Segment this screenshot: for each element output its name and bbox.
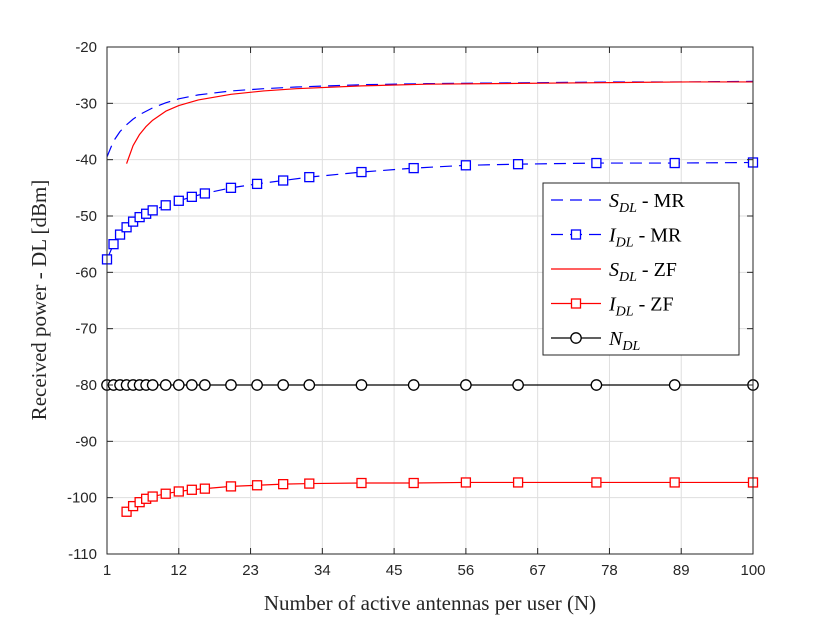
series-line [126,81,753,164]
data-point-square [278,478,289,490]
series-4 [101,379,759,391]
y-tick-label: -60 [75,264,97,281]
x-tick-label: 89 [673,562,690,579]
data-point-square [356,166,367,178]
data-point-square [356,477,367,489]
data-point-square [173,195,184,206]
legend: SDL - MR IDL - MR SDL - ZF IDL - ZF NDL [542,182,740,356]
data-point-square [225,182,237,193]
y-axis-label: Received power - DL [dBm] [27,180,51,421]
data-point-square [251,480,263,491]
data-point-square [160,488,171,499]
data-point-square [460,160,472,171]
data-point-square [408,477,419,489]
data-point-circle [460,379,472,391]
data-point-square [114,229,126,240]
x-tick-label: 45 [386,562,403,579]
x-tick-label: 56 [458,562,475,579]
data-point-circle [355,379,368,391]
data-point-circle [172,379,185,391]
y-tick-label: -40 [75,152,97,169]
x-tick-label: 67 [529,562,546,579]
data-point-square [121,506,132,517]
legend-box [542,182,740,356]
data-point-circle [668,379,681,391]
data-point-circle [159,379,172,391]
y-axis-label-text: Received power - DL [dBm] [27,180,51,421]
series-2 [126,81,753,164]
x-tick-label: 12 [170,562,187,579]
data-point-circle [185,379,198,391]
data-point-square [225,481,237,492]
data-point-square [669,157,680,169]
data-point-square [460,477,472,488]
data-point-circle [199,379,211,391]
x-tick-label: 34 [314,562,331,579]
data-point-square [108,239,119,250]
x-tick-label: 100 [740,562,765,579]
legend-label: NDL [608,328,640,354]
legend-label: IDL - ZF [608,294,674,320]
y-tick-label: -100 [67,490,97,507]
data-point-square [570,298,582,309]
series-1 [101,157,759,265]
y-tick-label: -20 [75,39,97,56]
axes: 1 12 23 34 45 56 67 78 89 100 -110 -100 -90 -80 -70 -60… [67,39,766,579]
data-point-square [304,478,315,489]
data-point-square [278,175,289,186]
y-tick-label: -90 [75,433,97,450]
legend-label: SDL - MR [609,190,685,216]
data-point-circle [512,379,524,391]
x-axis-label: Number of active antennas per user (N) [264,591,596,615]
data-point-square [147,205,158,216]
x-tick-label: 78 [601,562,618,579]
y-tick-label: -110 [68,546,97,563]
data-point-square [186,484,197,495]
data-point-square [147,491,158,502]
data-point-square [173,486,184,497]
data-point-square [251,178,263,190]
plot-frame [106,46,754,555]
data-point-square [512,159,524,170]
data-point-square [160,200,171,211]
y-tick-label: -30 [75,95,97,112]
data-point-circle [225,379,237,391]
x-tick-label: 23 [242,562,259,579]
data-point-square [591,157,602,169]
data-point-square [121,222,132,233]
y-tick-label: -80 [75,377,97,394]
data-point-square [199,188,211,199]
data-point-circle [251,379,263,391]
data-point-square [408,162,419,174]
x-axis-label-text: Number of active antennas per user (N) [264,591,596,615]
data-point-square [669,477,680,488]
data-point-square [199,483,211,494]
legend-entry: IDL - MR [551,225,682,251]
data-point-square [186,191,197,202]
legend-entry: IDL - ZF [551,294,674,320]
data-point-square [570,229,582,240]
data-point-circle [303,379,316,391]
legend-entry: SDL - MR [551,190,685,216]
data-point-square [304,171,315,183]
legend-entry: NDL [551,328,640,354]
legend-entry: SDL - ZF [551,259,677,285]
data-point-square [512,477,524,488]
legend-label: SDL - ZF [609,259,677,285]
data-point-circle [277,379,290,391]
x-tick-label: 1 [103,562,111,579]
series-layer [101,80,759,517]
data-point-circle [590,379,603,391]
legend-label: IDL - MR [608,225,682,251]
data-point-circle [146,379,159,391]
data-point-square [591,477,602,488]
series-3 [121,477,759,517]
y-tick-label: -70 [75,321,97,338]
data-point-circle [570,332,582,344]
y-tick-label: -50 [75,208,97,225]
data-point-circle [407,379,420,391]
